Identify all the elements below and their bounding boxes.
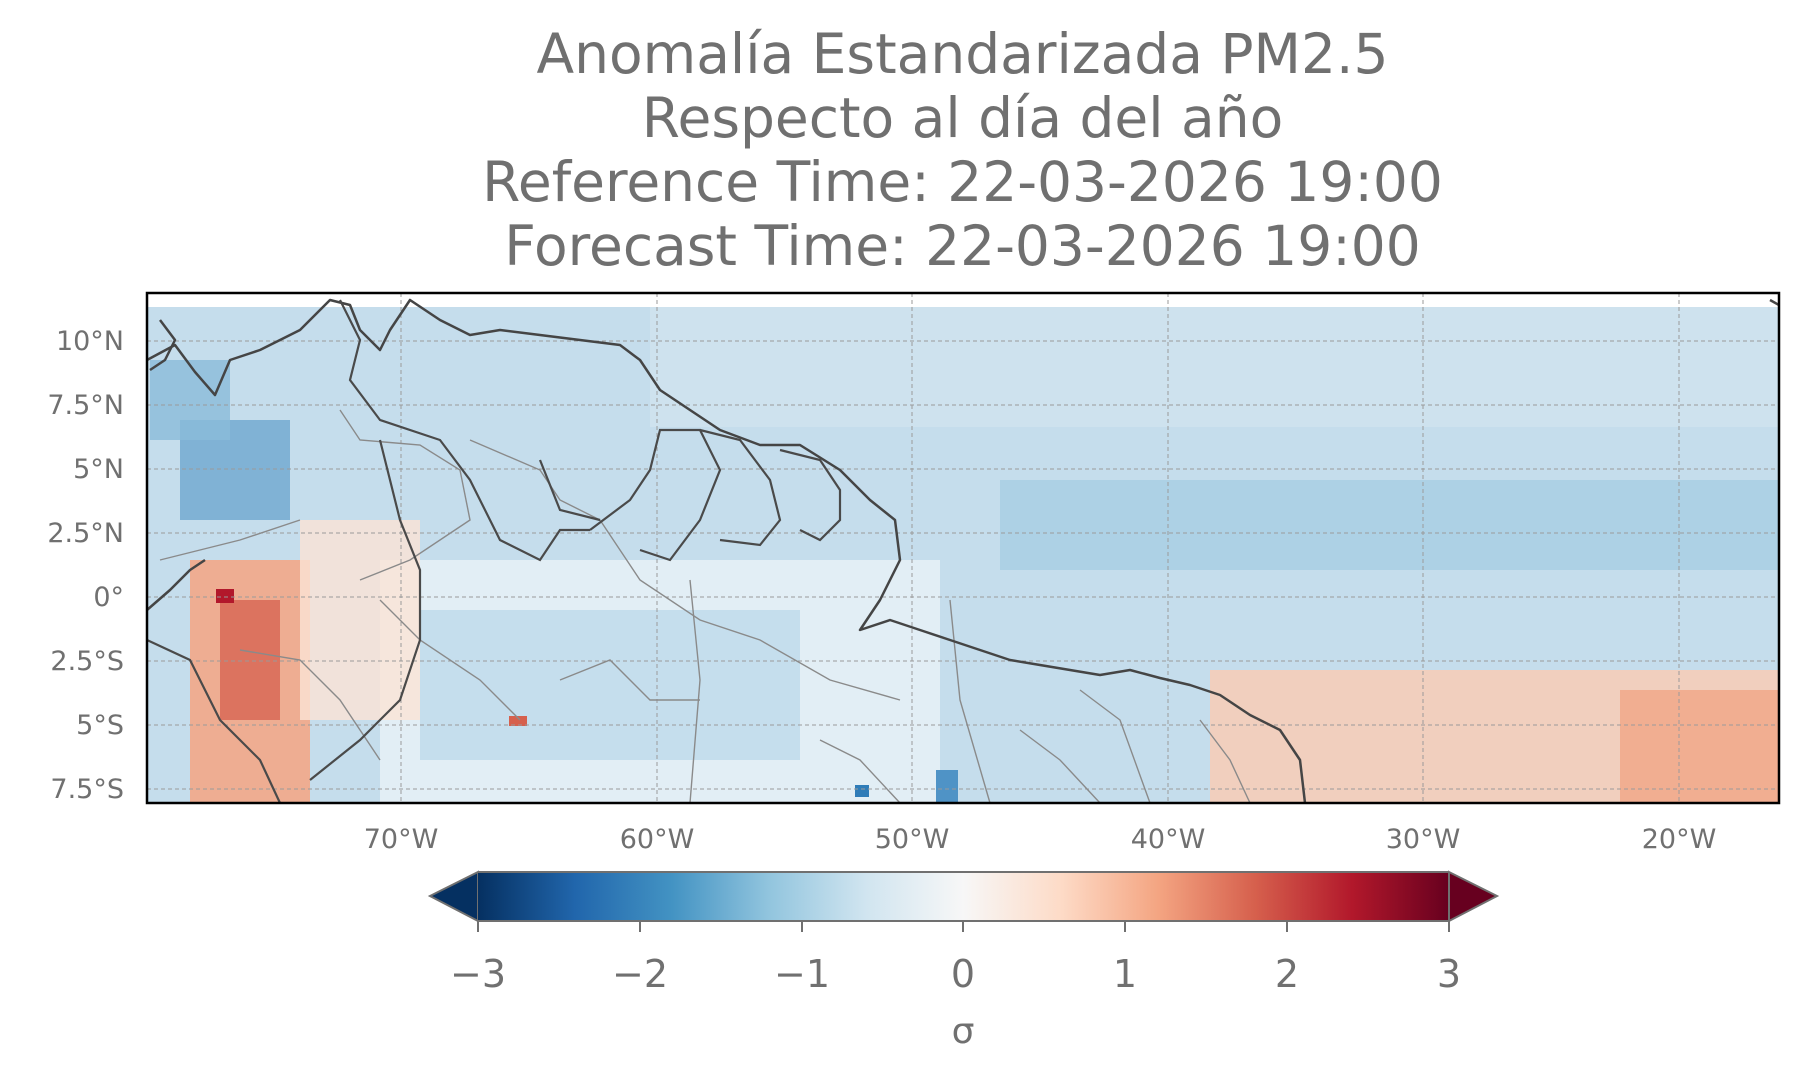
colorbar-gradient bbox=[478, 872, 1449, 921]
map-gridlines bbox=[147, 293, 1779, 803]
figure-title: Anomalía Estandarizada PM2.5 Respecto al… bbox=[0, 22, 1803, 278]
colorbar-label: σ bbox=[952, 1011, 975, 1052]
coastlines bbox=[146, 298, 1780, 804]
national-boundaries bbox=[146, 299, 842, 804]
lon-tick-50w: 50°W bbox=[875, 824, 950, 855]
colorbar-tick-1: 1 bbox=[1113, 952, 1137, 996]
lat-tick-0: 0° bbox=[93, 582, 124, 613]
colorbar-tick-neg1: −1 bbox=[774, 952, 830, 996]
lat-ticks: 10°N 7.5°N 5°N 2.5°N 0° 2.5°S 5°S 7.5°S bbox=[47, 326, 124, 805]
title-line-3: Reference Time: 22-03-2026 19:00 bbox=[482, 150, 1443, 214]
colorbar-tick-2: 2 bbox=[1275, 952, 1299, 996]
lat-tick-10n: 10°N bbox=[56, 326, 124, 357]
lat-tick-7-5n: 7.5°N bbox=[47, 390, 124, 421]
map-panel bbox=[145, 291, 1781, 805]
lat-tick-7-5s: 7.5°S bbox=[50, 774, 124, 805]
colorbar-tick-neg2: −2 bbox=[612, 952, 668, 996]
lon-tick-60w: 60°W bbox=[620, 824, 695, 855]
title-line-2: Respecto al día del año bbox=[641, 86, 1284, 150]
lat-tick-5n: 5°N bbox=[73, 454, 124, 485]
lat-tick-2-5n: 2.5°N bbox=[47, 518, 124, 549]
title-line-4: Forecast Time: 22-03-2026 19:00 bbox=[504, 214, 1421, 278]
lon-tick-40w: 40°W bbox=[1131, 824, 1206, 855]
anomaly-field bbox=[147, 293, 1779, 803]
lon-ticks: 70°W 60°W 50°W 40°W 30°W 20°W bbox=[364, 824, 1717, 855]
lon-tick-20w: 20°W bbox=[1642, 824, 1717, 855]
map-frame bbox=[145, 291, 1781, 805]
colorbar-tick-neg3: −3 bbox=[450, 952, 506, 996]
title-line-1: Anomalía Estandarizada PM2.5 bbox=[536, 22, 1389, 86]
colorbar-tick-marks bbox=[477, 921, 1450, 932]
colorbar-extend-high bbox=[1448, 870, 1500, 923]
lat-tick-2-5s: 2.5°S bbox=[50, 646, 124, 677]
colorbar-extend-low bbox=[427, 870, 479, 923]
lon-tick-70w: 70°W bbox=[364, 824, 439, 855]
colorbar-tick-0: 0 bbox=[951, 952, 975, 996]
lon-tick-30w: 30°W bbox=[1386, 824, 1461, 855]
lat-tick-5s: 5°S bbox=[76, 710, 124, 741]
colorbar-tick-3: 3 bbox=[1437, 952, 1461, 996]
colorbar: −3 −2 −1 0 1 2 3 σ bbox=[427, 870, 1500, 1052]
